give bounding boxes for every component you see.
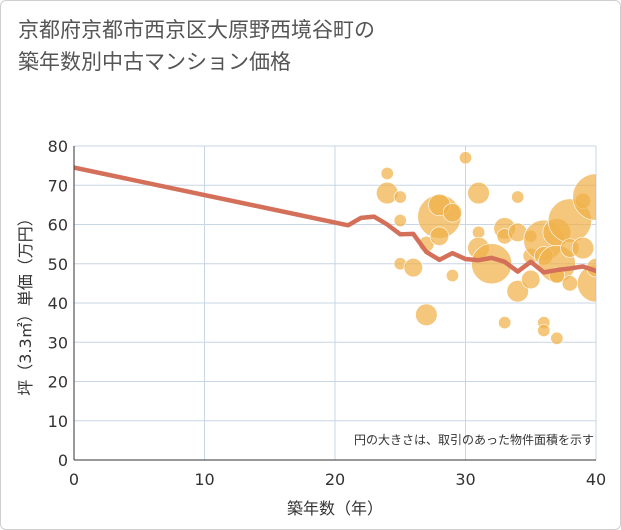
bubble-point-40 — [572, 173, 596, 221]
bubble-point-12 — [445, 269, 459, 283]
bubble-point-17 — [471, 243, 513, 285]
y-tick-label-60: 60 — [48, 216, 68, 235]
y-tick-label-70: 70 — [48, 176, 68, 195]
y-tick-label-30: 30 — [48, 333, 68, 352]
y-tick-label-40: 40 — [48, 294, 68, 313]
bubble-point-1 — [376, 181, 399, 205]
bubble-point-21 — [511, 190, 525, 204]
y-tick-label-0: 0 — [58, 451, 68, 470]
y-tick-label-20: 20 — [48, 373, 68, 392]
x-tick-label-10: 10 — [194, 470, 214, 489]
axes — [73, 146, 596, 461]
bubble-point-26 — [521, 269, 541, 290]
bubble-point-10 — [429, 226, 450, 246]
bubble-point-39 — [571, 236, 595, 260]
x-tick-label-20: 20 — [325, 470, 345, 489]
bubble-point-20 — [498, 316, 512, 330]
bubble-point-37 — [561, 275, 578, 292]
bubble-point-13 — [458, 151, 472, 165]
bubble-series — [376, 151, 596, 345]
bubble-point-23 — [506, 280, 529, 303]
bubble-point-0 — [380, 166, 394, 180]
x-tick-label-0: 0 — [69, 470, 79, 489]
average-price-line — [74, 165, 596, 275]
chart-title: 京都府京都市西京区大原野西境谷町の 築年数別中古マンション価格 — [18, 14, 375, 78]
chart-title-line-2: 築年数別中古マンション価格 — [18, 50, 291, 74]
bubble-point-14 — [467, 181, 490, 205]
tick-labels: 0 10 20 30 40 0 10 20 30 40 50 60 70 80 — [48, 137, 607, 489]
bubble-point-3 — [393, 214, 407, 228]
bubble-point-30 — [537, 323, 551, 337]
bubble-point-15 — [472, 225, 486, 239]
chart-title-line-1: 京都府京都市西京区大原野西境谷町の — [18, 18, 375, 42]
x-tick-label-30: 30 — [455, 470, 475, 489]
bubble-point-5 — [403, 258, 423, 278]
x-tick-label-40: 40 — [586, 470, 606, 489]
y-tick-label-80: 80 — [48, 137, 68, 156]
bubble-size-note: 円の大きさは、取引のあった物件面積を示す — [354, 432, 594, 447]
y-tick-label-10: 10 — [48, 412, 68, 431]
bubble-point-6 — [415, 303, 438, 326]
x-axis-title: 築年数（年） — [287, 499, 383, 518]
average-line-series — [74, 165, 596, 275]
bubble-point-33 — [550, 331, 564, 345]
y-tick-label-50: 50 — [48, 255, 68, 274]
bubble-point-11 — [442, 203, 463, 223]
y-axis-title: 坪（3.3㎡）単価（万円） — [16, 210, 35, 395]
bubble-point-2 — [393, 190, 407, 204]
